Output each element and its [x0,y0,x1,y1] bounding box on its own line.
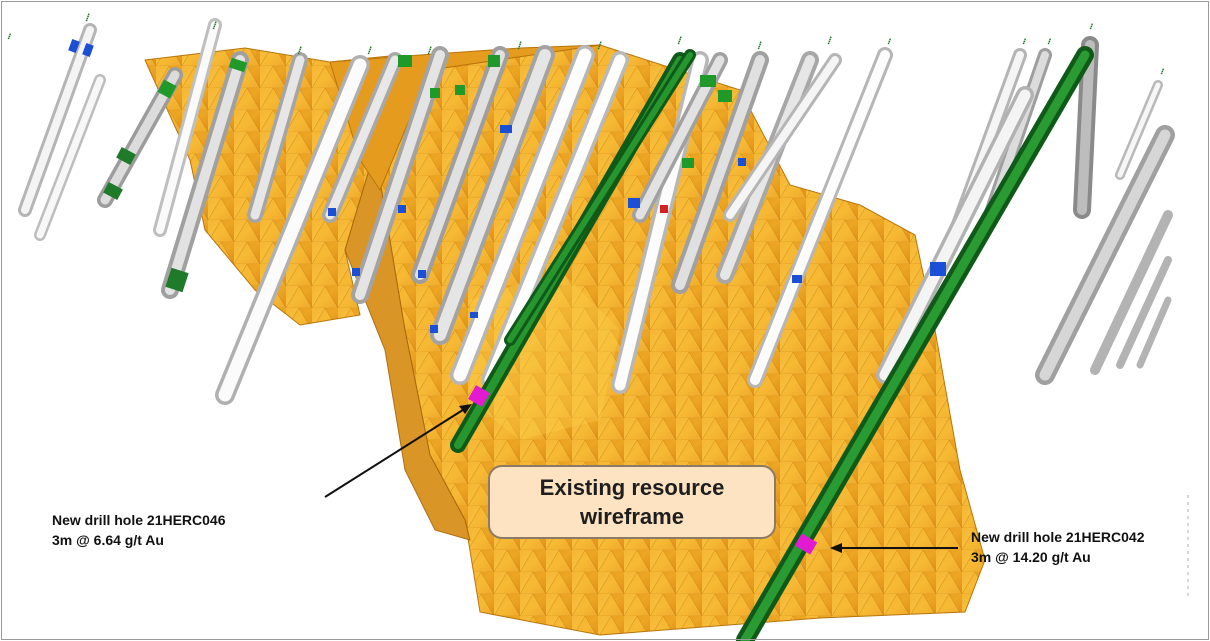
annotation-hole-label: New drill hole 21HERC046 [52,512,226,528]
annotation-hole-label: New drill hole 21HERC042 [971,529,1145,545]
wireframe-highlight [470,270,620,440]
leader-line-21HERC046 [324,407,467,498]
collar-labels: ▪▪▪ ▪▪▪▪ ▪▪▪▪ ▪▪▪▪ ▪▪▪▪ ▪▪▪▪ ▪▪▪▪ ▪▪▪▪ ▪… [6,13,1167,76]
svg-text:▪▪▪▪: ▪▪▪▪ [676,36,685,46]
svg-text:▪▪▪▪: ▪▪▪▪ [426,46,435,56]
annotation-intercept: 3m @ 6.64 g/t Au [52,532,164,548]
existing-intercept-bands [68,38,946,333]
svg-text:▪▪▪▪: ▪▪▪▪ [84,13,93,23]
callout-line-2: wireframe [580,504,684,529]
existing-drill-holes [18,18,1175,405]
svg-text:▪▪▪: ▪▪▪ [886,38,894,46]
arrowhead-21HERC042 [830,543,842,553]
svg-text:▪▪▪▪: ▪▪▪▪ [366,46,375,56]
svg-text:▪▪▪: ▪▪▪ [1088,23,1096,31]
annotation-21HERC042: New drill hole 21HERC042 3m @ 14.20 g/t … [971,527,1145,567]
svg-text:▪▪▪▪: ▪▪▪▪ [211,21,220,31]
svg-text:▪▪▪▪: ▪▪▪▪ [596,41,605,51]
svg-text:▪▪▪▪: ▪▪▪▪ [826,36,835,46]
callout-line-1: Existing resource [539,475,725,500]
annotation-21HERC046: New drill hole 21HERC046 3m @ 6.64 g/t A… [52,510,226,550]
svg-text:▪▪▪: ▪▪▪ [1046,38,1054,46]
intercept-marker-21HERC046 [468,385,490,407]
svg-text:▪▪▪: ▪▪▪ [1159,68,1167,76]
svg-text:▪▪▪▪: ▪▪▪▪ [296,46,305,56]
arrowhead-21HERC046 [459,404,472,414]
svg-text:▪▪▪▪: ▪▪▪▪ [756,41,765,51]
svg-text:▪▪▪: ▪▪▪ [6,33,14,41]
svg-text:▪▪▪▪: ▪▪▪▪ [516,41,525,51]
svg-text:▪▪▪: ▪▪▪ [1021,38,1029,46]
annotation-intercept: 3m @ 14.20 g/t Au [971,549,1091,565]
resource-wireframe-callout: Existing resource wireframe [488,465,776,539]
intercept-marker-21HERC042 [794,533,818,555]
